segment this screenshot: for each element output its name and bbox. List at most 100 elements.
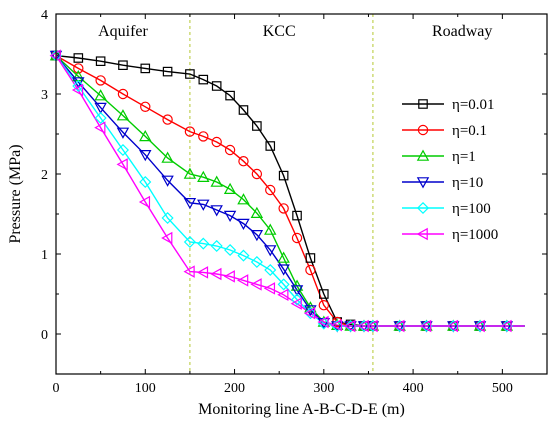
series-4-point-22 (420, 319, 433, 333)
series-0-point-5 (162, 66, 173, 77)
series-3-point-20 (366, 321, 380, 333)
series-3-point-2 (94, 102, 107, 115)
series-2-point-17 (330, 318, 344, 330)
series-1-point-10 (238, 155, 249, 167)
series-4-point-25 (500, 319, 513, 333)
legend-marker-5 (416, 227, 428, 241)
x-tick-label-200: 200 (224, 381, 245, 396)
series-5-point-14 (290, 297, 302, 310)
series-3-point-21 (393, 321, 406, 333)
series-1-point-1 (73, 63, 84, 74)
series-0-point-12 (265, 141, 276, 151)
series-1-point-7 (198, 131, 209, 142)
series-3-point-11 (250, 230, 264, 242)
series-4-point-9 (224, 243, 237, 257)
series-3-point-13 (277, 264, 290, 276)
x-tick-label-100: 100 (135, 381, 156, 396)
y-axis-title: Pressure (MPa) (7, 144, 24, 243)
series-1-point-8 (211, 136, 222, 148)
x-tick-label-400: 400 (403, 381, 424, 396)
series-2-point-12 (264, 223, 277, 235)
series-5-point-1 (71, 83, 84, 97)
region-dividers (189, 14, 374, 374)
series-0-point-1 (73, 53, 84, 63)
series-layer (55, 54, 525, 327)
series-2-point-10 (237, 193, 250, 205)
series-0-point-13 (278, 170, 289, 181)
legend-label-0: η=0.01 (452, 97, 495, 113)
series-3-point-8 (210, 205, 223, 217)
series-5-point-18 (344, 319, 356, 333)
series-1-point-16 (318, 300, 330, 311)
series-3-point-9 (223, 210, 237, 223)
series-2-point-2 (94, 89, 107, 101)
series-3-point-12 (264, 245, 277, 257)
series-2-point-9 (223, 182, 237, 194)
series-0-point-4 (140, 63, 151, 74)
series-3-point-23 (447, 321, 460, 333)
legend-label-1: η=0.1 (452, 123, 487, 139)
series-4-point-24 (473, 319, 487, 333)
legend-marker-3 (416, 177, 430, 189)
series-1-point-15 (305, 264, 316, 276)
series-2-point-8 (210, 175, 223, 187)
markers-layer (49, 49, 514, 333)
series-5-point-2 (94, 121, 106, 134)
series-2-point-3 (116, 109, 130, 121)
series-4-point-1 (72, 79, 85, 93)
series-4-point-8 (210, 239, 223, 253)
series-3-point-10 (237, 218, 250, 231)
legend-label-4: η=100 (452, 201, 491, 217)
x-tick-label-0: 0 (53, 381, 60, 396)
series-line-5 (55, 55, 525, 327)
series-1-point-9 (224, 144, 236, 156)
series-1-point-12 (265, 184, 276, 196)
legend: η=0.01 η=0.1 η=1 η=10 η=100 η=1000 (402, 97, 498, 243)
plot-frame (55, 13, 548, 375)
series-0-point-11 (252, 121, 262, 131)
series-5-point-22 (420, 319, 432, 333)
series-4-point-11 (250, 255, 263, 269)
series-5-point-8 (210, 267, 222, 281)
y-tick-label-0: 0 (41, 328, 48, 343)
x-tick-label-500: 500 (492, 381, 513, 396)
series-4-point-5 (161, 211, 174, 225)
series-1-point-2 (95, 75, 106, 86)
legend-label-5: η=1000 (452, 227, 498, 243)
series-5-point-21 (393, 319, 405, 333)
series-0-point-3 (118, 60, 128, 70)
series-2-point-13 (277, 251, 290, 263)
series-3-point-6 (183, 198, 197, 210)
series-2-point-6 (183, 167, 197, 179)
series-2-point-5 (161, 151, 174, 163)
series-5-point-24 (473, 319, 485, 333)
series-0-point-10 (238, 105, 249, 115)
y-tick-label-4: 4 (41, 8, 48, 23)
series-3-point-24 (473, 321, 487, 333)
series-0-point-16 (319, 289, 329, 299)
series-3-point-7 (197, 199, 210, 211)
series-5-point-4 (138, 195, 151, 209)
y-tick-label-1: 1 (41, 248, 48, 263)
series-3-point-14 (290, 285, 304, 297)
series-3-point-18 (344, 321, 357, 333)
series-0-point-7 (198, 74, 209, 85)
region-label-kcc: KCC (263, 23, 296, 40)
series-4-point-20 (366, 319, 379, 333)
series-4-point-10 (237, 249, 250, 262)
series-4-point-19 (357, 319, 371, 333)
legend-marker-0 (418, 99, 428, 109)
series-4-point-14 (290, 293, 304, 306)
series-2-point-11 (250, 206, 264, 218)
axis-ticks: 0 100 200 300 400 500 0 1 2 3 4 (41, 8, 547, 396)
legend-label-3: η=10 (452, 175, 483, 191)
series-4-point-6 (183, 235, 196, 249)
series-2-point-15 (304, 301, 317, 313)
series-3-point-22 (420, 321, 433, 333)
series-4-point-4 (139, 175, 152, 189)
series-2-point-4 (139, 129, 152, 142)
series-4-point-12 (264, 263, 277, 277)
series-5-point-12 (263, 282, 276, 295)
series-5-point-11 (250, 278, 262, 291)
